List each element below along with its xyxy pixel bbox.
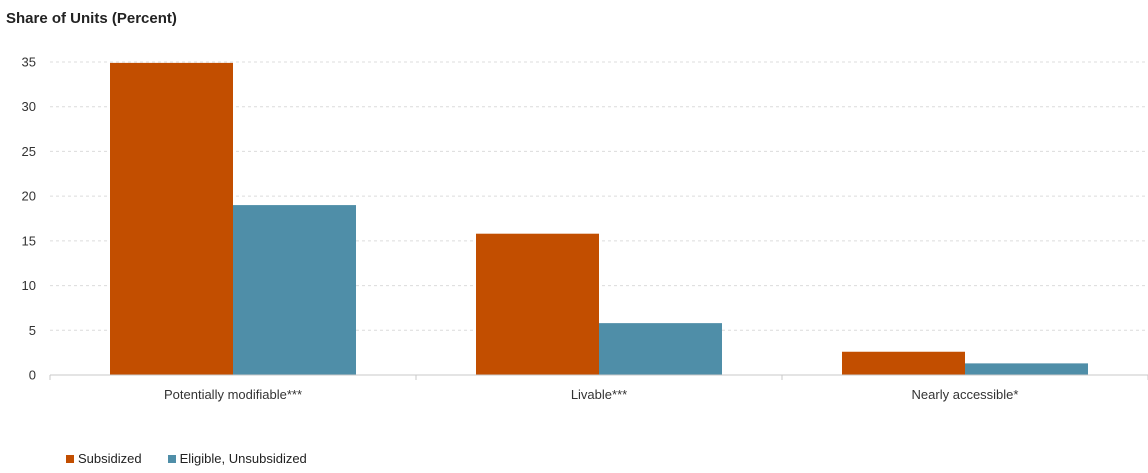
bar-eligible-unsubsidized — [599, 323, 722, 375]
bar-chart: 0 5 10 15 20 25 30 35 Potentially modifiable***… — [22, 55, 1148, 402]
legend-swatch-subsidized — [66, 454, 74, 463]
chart-title: Share of Units (Percent) — [6, 10, 177, 27]
legend-item-subsidized: Subsidized — [66, 451, 142, 466]
y-tick-label: 5 — [29, 323, 36, 338]
legend-swatch-eligible-unsubsidized — [167, 454, 176, 463]
x-category-label: Livable*** — [571, 387, 627, 402]
y-tick-label: 10 — [22, 278, 36, 293]
y-tick-label: 0 — [29, 368, 36, 383]
bar-subsidized — [842, 351, 965, 375]
legend-item-eligible-unsubsidized: Eligible, Unsubsidized — [167, 451, 307, 466]
legend: Subsidized Eligible, Unsubsidized — [66, 451, 307, 466]
y-axis-ticks: 0 5 10 15 20 25 30 35 — [22, 55, 36, 383]
legend-label-subsidized: Subsidized — [78, 451, 142, 466]
bar-eligible-unsubsidized — [233, 205, 356, 375]
bar-subsidized — [110, 62, 233, 375]
y-tick-label: 15 — [22, 233, 36, 248]
legend-label-eligible-unsubsidized: Eligible, Unsubsidized — [179, 451, 307, 466]
bars — [110, 62, 1088, 375]
y-tick-label: 30 — [22, 99, 36, 114]
y-tick-label: 20 — [22, 189, 36, 204]
bar-eligible-unsubsidized — [965, 363, 1088, 375]
bar-subsidized — [476, 233, 599, 375]
x-category-label: Potentially modifiable*** — [164, 387, 302, 402]
y-tick-label: 25 — [22, 144, 36, 159]
y-tick-label: 35 — [22, 55, 36, 70]
x-axis: Potentially modifiable*** Livable*** Nearl… — [49, 374, 1148, 402]
x-category-label: Nearly accessible* — [912, 387, 1019, 402]
